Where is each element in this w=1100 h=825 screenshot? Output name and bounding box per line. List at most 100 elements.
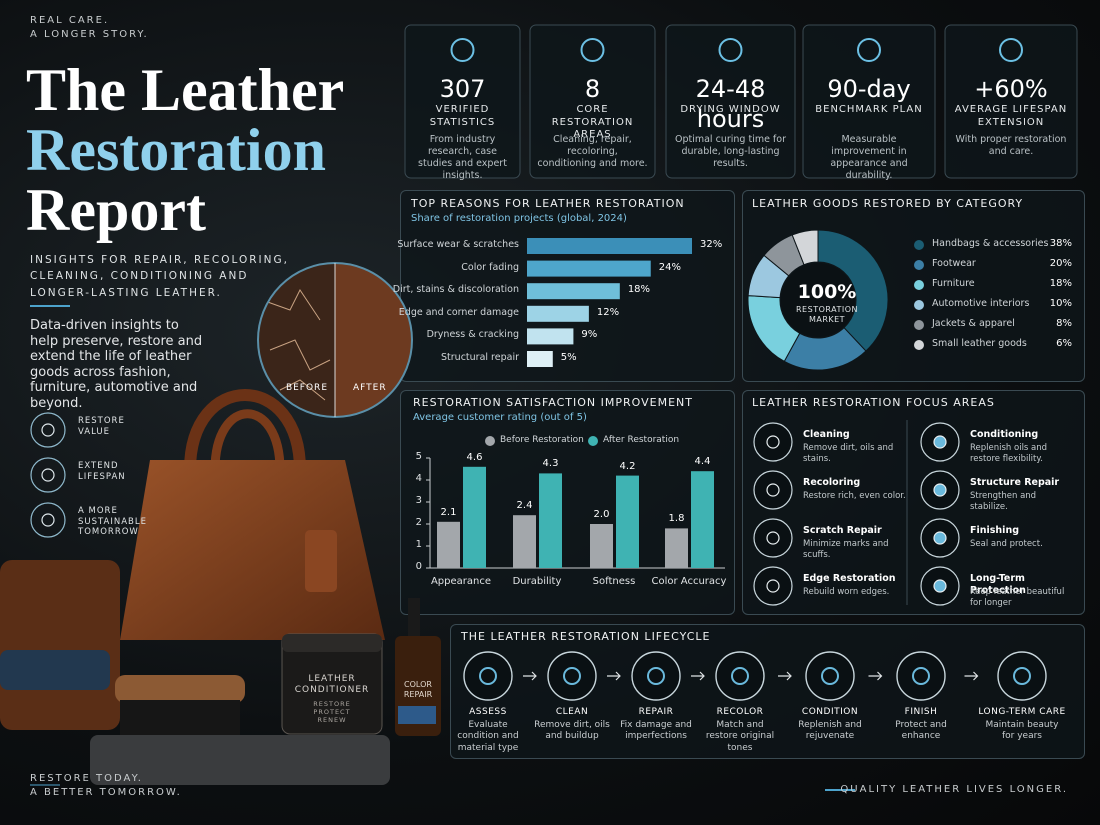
benefit: EXTEND LIFESPAN xyxy=(78,461,126,482)
satisfaction-panel xyxy=(400,390,735,615)
step-title: FINISH xyxy=(904,707,938,717)
kicker: A LONGER STORY. xyxy=(30,29,149,40)
legend-swatch xyxy=(588,436,598,446)
stat-icon xyxy=(450,38,475,62)
value-label: 2.1 xyxy=(440,506,457,518)
stat-card xyxy=(665,24,796,179)
value-label: 18% xyxy=(1049,278,1072,289)
stat-card xyxy=(404,24,521,179)
legend-label: Jackets & apparel xyxy=(932,318,1015,329)
before-label: BEFORE xyxy=(285,383,328,393)
step-icon xyxy=(997,651,1047,701)
value-label: 18% xyxy=(627,284,651,296)
legend-label: After Restoration xyxy=(603,435,680,445)
bar xyxy=(437,521,460,568)
stat-value: 24-48 hours xyxy=(695,75,766,133)
benefit-glyph xyxy=(41,513,55,527)
y-tick-label: 5 xyxy=(415,451,422,462)
stat-value: 307 xyxy=(439,75,486,103)
step-title: RECOLOR xyxy=(716,707,764,717)
stat-description: With proper restoration and care. xyxy=(955,134,1067,157)
step-glyph xyxy=(1013,667,1031,685)
focus-icon xyxy=(753,566,793,606)
focus-title: Conditioning xyxy=(970,429,1039,440)
title: The Leather xyxy=(26,57,345,123)
value-label: 4.4 xyxy=(694,456,711,468)
bar xyxy=(590,524,613,568)
stat-card xyxy=(802,24,936,179)
value-label: 8% xyxy=(1056,318,1072,329)
benefit-icon xyxy=(30,412,66,448)
legend-swatch xyxy=(914,340,924,350)
stat-value: +60% xyxy=(974,75,1048,103)
focus-description: Minimize marks and scuffs. xyxy=(803,539,889,560)
stat-card xyxy=(944,24,1078,179)
focus-glyph xyxy=(766,435,780,449)
legend-label: Footwear xyxy=(932,258,976,269)
value-label: 6% xyxy=(1056,338,1072,349)
value-label: 4.2 xyxy=(619,460,636,472)
step-arrow xyxy=(868,671,883,681)
bar xyxy=(665,528,688,568)
donut-hole xyxy=(781,263,855,337)
product-label: COLOR REPAIR xyxy=(403,680,433,699)
step-glyph xyxy=(479,667,497,685)
chart-title: LEATHER GOODS RESTORED BY CATEGORY xyxy=(752,197,1024,210)
value-label: 2.0 xyxy=(593,509,610,520)
legend-label: Automotive interiors xyxy=(932,298,1030,309)
step-arrow xyxy=(778,671,792,681)
step-glyph xyxy=(912,667,930,685)
focus-description: Strengthen and stabilize. xyxy=(970,491,1037,512)
benefit-glyph xyxy=(41,423,55,437)
value-label: 1.8 xyxy=(668,513,685,525)
focus-description: Seal and protect. xyxy=(970,539,1043,549)
category-label: Dryness & cracking xyxy=(426,329,519,341)
value-label: 9% xyxy=(581,329,598,341)
bar xyxy=(616,475,639,568)
step-title: CONDITION xyxy=(801,707,859,717)
focus-icon xyxy=(753,518,793,558)
step-icon xyxy=(463,651,513,701)
stat-label: VERIFIED STATISTICS xyxy=(429,104,496,128)
kicker: REAL CARE. xyxy=(30,15,110,26)
title: Report xyxy=(26,177,206,243)
stat-icon xyxy=(999,38,1023,62)
step-description: Maintain beauty for years xyxy=(985,720,1059,742)
bar xyxy=(513,515,536,568)
bag-illustration xyxy=(0,389,441,785)
product-label: RESTORE PROTECT RENEW xyxy=(313,700,351,725)
category-label: Dirt, stains & discoloration xyxy=(392,284,519,296)
focus-description: Restore rich, even color. xyxy=(803,491,906,501)
legend-swatch xyxy=(914,300,924,310)
step-title: LONG-TERM CARE xyxy=(978,707,1066,717)
benefit-icon xyxy=(30,457,66,493)
x-tick-label: Durability xyxy=(512,576,562,587)
focus-title: Cleaning xyxy=(803,429,850,440)
bar xyxy=(527,283,620,300)
category-label: Surface wear & scratches xyxy=(397,239,519,250)
focus-title: Edge Restoration xyxy=(803,573,896,584)
stat-value: 90-day xyxy=(827,75,911,103)
step-title: REPAIR xyxy=(638,707,674,717)
step-title: ASSESS xyxy=(469,707,507,717)
step-glyph xyxy=(563,667,581,685)
bar xyxy=(527,238,692,254)
description: Data-driven insights to help preserve, r… xyxy=(30,318,203,411)
focus-glyph xyxy=(933,531,947,545)
focus-description: Rebuild worn edges. xyxy=(803,587,890,597)
stat-label: BENCHMARK PLAN xyxy=(815,104,923,115)
subtitle: INSIGHTS FOR REPAIR, RECOLORING, CLEANIN… xyxy=(30,254,289,299)
focus-icon xyxy=(753,470,793,510)
value-label: 20% xyxy=(1049,258,1072,269)
chart-title: LEATHER RESTORATION FOCUS AREAS xyxy=(752,396,995,409)
title: Restoration xyxy=(26,117,326,183)
step-icon xyxy=(715,651,765,701)
bar xyxy=(527,351,553,367)
stat-label: AVERAGE LIFESPAN EXTENSION xyxy=(954,104,1068,128)
chart-subtitle: Average customer rating (out of 5) xyxy=(413,412,587,423)
bar xyxy=(527,328,574,345)
focus-panel xyxy=(742,390,1085,615)
focus-glyph xyxy=(933,435,947,449)
footer-text: QUALITY LEATHER LIVES LONGER. xyxy=(840,784,1068,795)
